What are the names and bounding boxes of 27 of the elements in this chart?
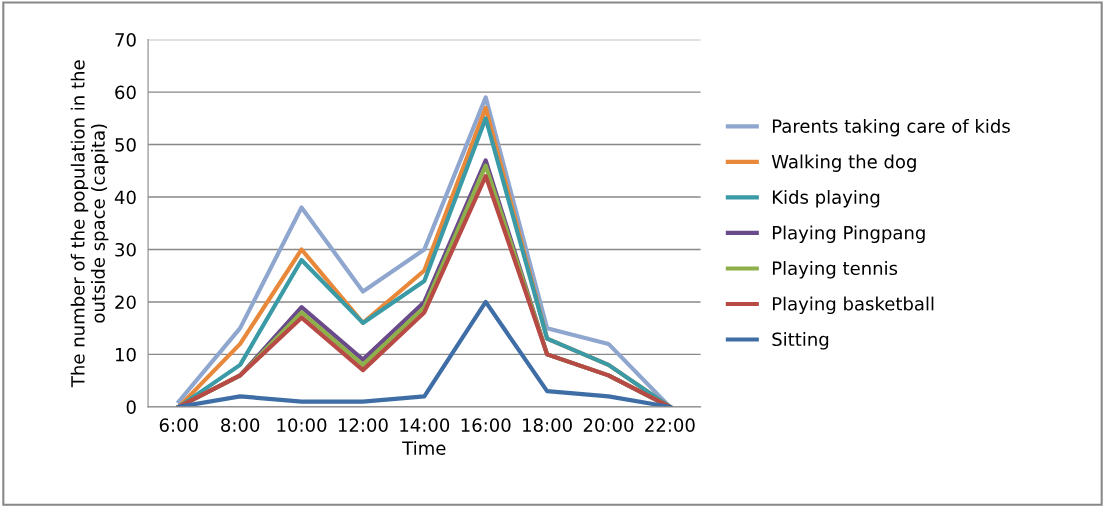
line-series xyxy=(176,299,672,407)
y-tick-label: 40 xyxy=(114,190,136,205)
x-tick-label: 16:00 xyxy=(461,418,511,432)
legend-label: Playing basketball xyxy=(772,296,934,315)
legend-label: Playing tennis xyxy=(772,261,898,279)
x-tick-label: 22:00 xyxy=(645,418,695,432)
x-axis-title: Time xyxy=(402,440,446,455)
x-tick-label: 6:00 xyxy=(159,418,198,432)
y-tick-label: 20 xyxy=(115,295,136,310)
x-tick-label: 20:00 xyxy=(583,418,634,432)
y-tick-label: 60 xyxy=(115,85,136,100)
x-tick-label: 18:00 xyxy=(523,418,572,432)
y-tick-label: 10 xyxy=(115,347,136,362)
x-tick-label: 14:00 xyxy=(400,418,450,432)
legend-label: Parents taking care of kids xyxy=(772,118,1010,137)
legend-label: Sitting xyxy=(772,332,829,350)
x-tick-label: 8:00 xyxy=(221,418,260,432)
legend-label: Walking the dog xyxy=(771,154,916,172)
legend-label: Kids playing xyxy=(772,190,880,208)
y-tick-label: 0 xyxy=(126,400,136,414)
x-tick-label: 12:00 xyxy=(338,418,388,432)
y-tick-label: 70 xyxy=(115,33,136,47)
legend-label: Playing Pingpang xyxy=(772,225,925,244)
y-tick-label: 30 xyxy=(115,242,136,257)
y-tick-label: 50 xyxy=(115,138,136,152)
y-axis-title: The number of the population in the outside space (capita) xyxy=(70,60,109,388)
x-tick-label: 10:00 xyxy=(277,418,327,432)
